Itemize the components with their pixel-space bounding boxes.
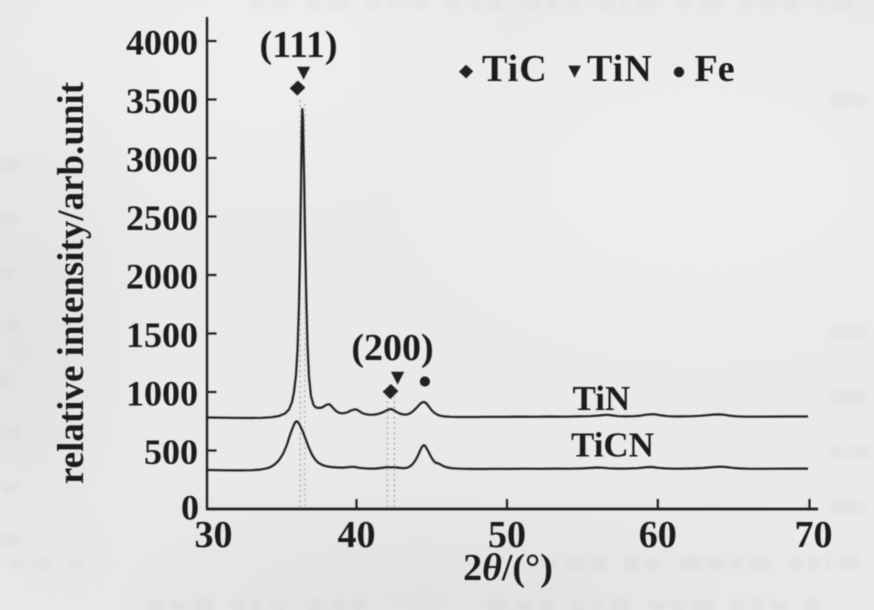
svg-text:60: 60: [639, 514, 677, 556]
svg-text:3500: 3500: [126, 81, 198, 121]
svg-text:TiC: TiC: [482, 48, 548, 90]
svg-text:(111): (111): [259, 24, 337, 66]
svg-text:500: 500: [144, 432, 198, 472]
svg-text:relative intensity/arb.unit: relative intensity/arb.unit: [51, 81, 92, 484]
svg-text:70: 70: [795, 514, 833, 556]
svg-text:3000: 3000: [126, 139, 198, 179]
svg-text:1500: 1500: [126, 315, 198, 355]
svg-text:2000: 2000: [126, 256, 198, 296]
svg-text:2θ/(°): 2θ/(°): [463, 547, 553, 589]
svg-text:(200): (200): [351, 327, 433, 369]
svg-text:TiN: TiN: [587, 48, 653, 90]
svg-text:30: 30: [195, 514, 233, 556]
svg-text:1000: 1000: [126, 373, 198, 413]
svg-text:4000: 4000: [126, 22, 198, 62]
svg-text:40: 40: [338, 514, 376, 556]
svg-text:TiN: TiN: [573, 379, 631, 418]
svg-text:0: 0: [181, 487, 199, 527]
svg-text:2500: 2500: [126, 198, 198, 238]
svg-text:Fe: Fe: [695, 48, 735, 90]
svg-text:TiCN: TiCN: [571, 426, 654, 465]
svg-text:50: 50: [488, 514, 526, 556]
